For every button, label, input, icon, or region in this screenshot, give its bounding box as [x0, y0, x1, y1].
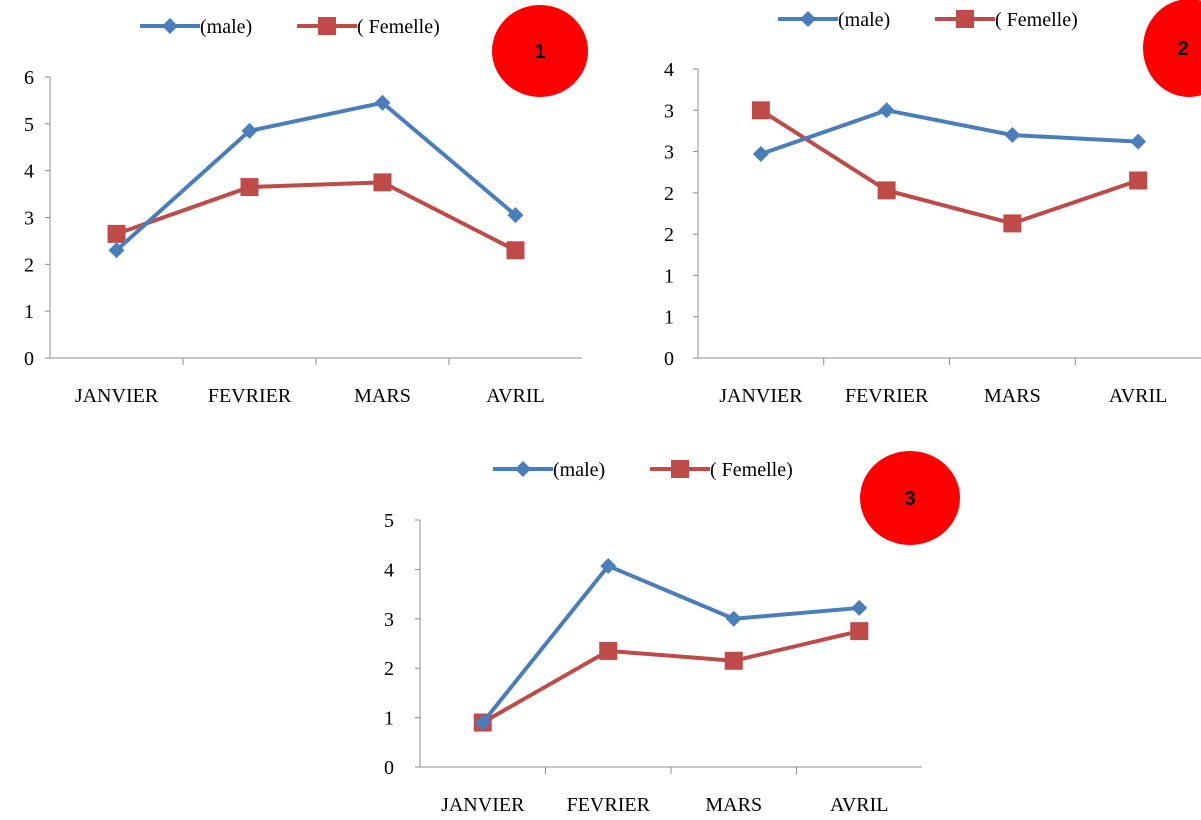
x-tick-label: AVRIL: [830, 794, 889, 816]
y-tick-label: 1: [24, 301, 34, 323]
x-tick-label: MARS: [354, 385, 411, 407]
x-tick-label: MARS: [705, 794, 762, 816]
legend: (male) ( Femelle): [493, 459, 793, 481]
y-tick-label: 2: [664, 224, 674, 246]
x-tick-label: FEVRIER: [567, 794, 651, 816]
data-point-male: [600, 557, 617, 574]
data-point-male: [851, 599, 868, 616]
y-tick-label: 4: [24, 161, 34, 183]
y-tick-label: 1: [664, 307, 674, 329]
data-point-female: [724, 651, 743, 670]
chart-1: 0 1 2 3 4 5 6 JANVIER FEVRIER MARS AVRIL (male) ( Fe…: [24, 5, 588, 407]
series-line-female: [759, 108, 1139, 226]
y-tick-label: 5: [24, 114, 34, 136]
data-point-male: [474, 714, 491, 731]
y-tick-label: 3: [664, 142, 674, 164]
data-point-female: [506, 241, 525, 260]
y-tick-label: 0: [664, 348, 674, 370]
data-point-female: [751, 101, 770, 120]
x-tick-label: FEVRIER: [208, 385, 292, 407]
legend-marker: [800, 11, 816, 27]
y-tick-label: 3: [384, 609, 394, 631]
chart-3: 0 1 2 3 4 5 JANVIER FEVRIER MARS AVRIL (male) ( Fem…: [384, 451, 960, 816]
series-line-male: [760, 108, 1139, 156]
data-point-male: [1130, 133, 1147, 150]
legend-label: ( Femelle): [995, 9, 1078, 31]
y-tick-label: 4: [384, 559, 394, 581]
legend: (male) ( Femelle): [778, 9, 1078, 31]
legend-marker: [956, 10, 974, 28]
x-tick-label: FEVRIER: [845, 385, 929, 407]
chart-2: 0 1 1 2 2 3 3 4 JANVIER FEVRIER MARS AVRIL (male) ( F…: [664, 0, 1201, 407]
legend: (male) ( Femelle): [140, 16, 440, 38]
series-line-female: [115, 180, 517, 253]
x-tick-label: AVRIL: [1109, 385, 1168, 407]
data-point-male: [241, 122, 258, 139]
x-tick-label: MARS: [984, 385, 1041, 407]
legend-label: (male): [838, 9, 890, 31]
y-tick-label: 0: [24, 348, 34, 370]
data-point-male: [752, 146, 769, 163]
data-point-male: [1004, 127, 1021, 144]
data-point-female: [373, 173, 392, 192]
badge-number: 1: [534, 41, 545, 63]
y-tick-label: 0: [384, 757, 394, 779]
legend-marker: [162, 18, 178, 34]
data-point-male: [374, 94, 391, 111]
y-tick-label: 6: [24, 67, 34, 89]
data-point-female: [240, 178, 259, 197]
series-line-female: [481, 629, 860, 725]
y-tick-label: 2: [664, 183, 674, 205]
data-point-male: [878, 102, 895, 119]
x-tick-label: JANVIER: [719, 385, 803, 407]
legend-marker: [318, 17, 336, 35]
y-tick-label: 2: [24, 254, 34, 276]
legend-label: ( Femelle): [357, 16, 440, 38]
y-tick-label: 3: [664, 100, 674, 122]
data-point-female: [107, 224, 126, 243]
data-point-male: [108, 242, 125, 259]
data-point-female: [1129, 171, 1148, 190]
badge-number: 2: [1177, 38, 1188, 60]
y-tick-label: 1: [664, 265, 674, 287]
legend-label: (male): [200, 16, 252, 38]
badge-circle: [860, 451, 960, 545]
badge-circle: [492, 5, 588, 97]
data-point-male: [725, 610, 742, 627]
legend-marker: [671, 460, 689, 478]
series-line-male: [481, 563, 860, 724]
badge-number: 3: [904, 488, 915, 510]
series-line-male: [115, 100, 517, 252]
data-point-female: [1003, 214, 1022, 233]
data-point-female: [599, 641, 618, 660]
legend-label: ( Femelle): [710, 459, 793, 481]
data-point-female: [877, 181, 896, 200]
data-point-female: [850, 622, 869, 641]
y-tick-label: 3: [24, 208, 34, 230]
data-point-male: [507, 207, 524, 224]
legend-marker: [515, 461, 531, 477]
x-tick-label: JANVIER: [441, 794, 525, 816]
x-tick-label: AVRIL: [486, 385, 545, 407]
y-tick-label: 4: [664, 59, 674, 81]
badge-circle: [1143, 0, 1201, 97]
y-tick-label: 5: [384, 510, 394, 532]
legend-label: (male): [553, 459, 605, 481]
y-tick-label: 1: [384, 708, 394, 730]
y-tick-label: 2: [384, 658, 394, 680]
x-tick-label: JANVIER: [75, 385, 159, 407]
